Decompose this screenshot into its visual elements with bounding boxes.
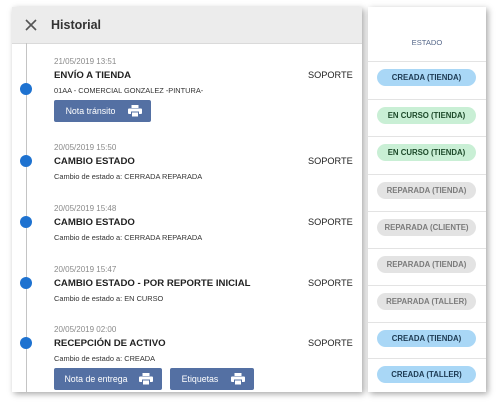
delivery-note-button[interactable]: Nota de entrega	[54, 368, 162, 390]
status-row-divider	[368, 99, 486, 100]
entry-description: Cambio de estado a: CERRADA REPARADA	[54, 172, 203, 181]
status-badge: CREADA (TIENDA)	[377, 330, 476, 347]
status-row-divider	[368, 61, 486, 62]
status-header: ESTADO	[411, 38, 443, 47]
printer-icon	[138, 372, 154, 386]
history-title: Historial	[51, 18, 102, 32]
status-badge: REPARADA (CLIENTE)	[377, 219, 476, 236]
status-row-divider	[368, 211, 486, 212]
entry-description: Cambio de estado a: CERRADA REPARADA	[54, 233, 203, 242]
status-badge: REPARADA (TIENDA)	[377, 182, 476, 199]
entry-description: Cambio de estado a: EN CURSO	[54, 294, 164, 303]
history-header: Historial	[12, 7, 362, 44]
status-badge: CREADA (TALLER)	[377, 366, 476, 383]
entry-title: CAMBIO ESTADO - POR REPORTE INICIAL	[54, 278, 251, 289]
status-row-divider	[368, 322, 486, 323]
timeline-dot	[20, 216, 32, 228]
entry-description: 01AA - COMERCIAL GONZALEZ -PINTURA-	[54, 86, 204, 95]
status-row-divider	[368, 136, 486, 137]
entry-user: SOPORTE	[308, 70, 353, 80]
entry-title: CAMBIO ESTADO	[54, 217, 135, 228]
entry-title: RECEPCIÓN DE ACTIVO	[54, 338, 166, 349]
delivery-note-label: Nota de entrega	[64, 374, 128, 384]
entry-date: 20/05/2019 15:48	[54, 204, 117, 213]
timeline-dot	[20, 83, 32, 95]
entry-user: SOPORTE	[308, 338, 353, 348]
timeline-dot	[20, 155, 32, 167]
entry-date: 21/05/2019 13:51	[54, 57, 117, 66]
entry-date: 20/05/2019 15:47	[54, 265, 117, 274]
status-badge: REPARADA (TIENDA)	[377, 256, 476, 273]
status-badge: CREADA (TIENDA)	[377, 69, 476, 86]
history-panel: Historial 21/05/2019 13:51 ENVÍO A TIEND…	[12, 7, 362, 392]
status-row-divider	[368, 358, 486, 359]
entry-user: SOPORTE	[308, 278, 353, 288]
transit-note-label: Nota tránsito	[65, 106, 116, 116]
entry-date: 20/05/2019 15:50	[54, 143, 117, 152]
status-column: ESTADO CREADA (TIENDA) EN CURSO (TIENDA) E…	[368, 7, 486, 392]
transit-note-button[interactable]: Nota tránsito	[54, 100, 151, 122]
entry-title: ENVÍO A TIENDA	[54, 70, 132, 81]
printer-icon	[230, 372, 246, 386]
status-badge: REPARADA (TALLER)	[377, 293, 476, 310]
status-row-divider	[368, 248, 486, 249]
close-icon[interactable]	[18, 12, 44, 38]
printer-icon	[127, 104, 143, 118]
entry-user: SOPORTE	[308, 217, 353, 227]
timeline-dot	[20, 277, 32, 289]
entry-date: 20/05/2019 02:00	[54, 325, 117, 334]
entry-user: SOPORTE	[308, 156, 353, 166]
timeline-dot	[20, 337, 32, 349]
status-row-divider	[368, 174, 486, 175]
labels-button[interactable]: Etiquetas	[170, 368, 254, 390]
labels-label: Etiquetas	[181, 374, 219, 384]
status-badge: EN CURSO (TIENDA)	[377, 107, 476, 124]
entry-title: CAMBIO ESTADO	[54, 156, 135, 167]
status-row-divider	[368, 285, 486, 286]
status-badge: EN CURSO (TIENDA)	[377, 144, 476, 161]
entry-description: Cambio de estado a: CREADA	[54, 354, 156, 363]
